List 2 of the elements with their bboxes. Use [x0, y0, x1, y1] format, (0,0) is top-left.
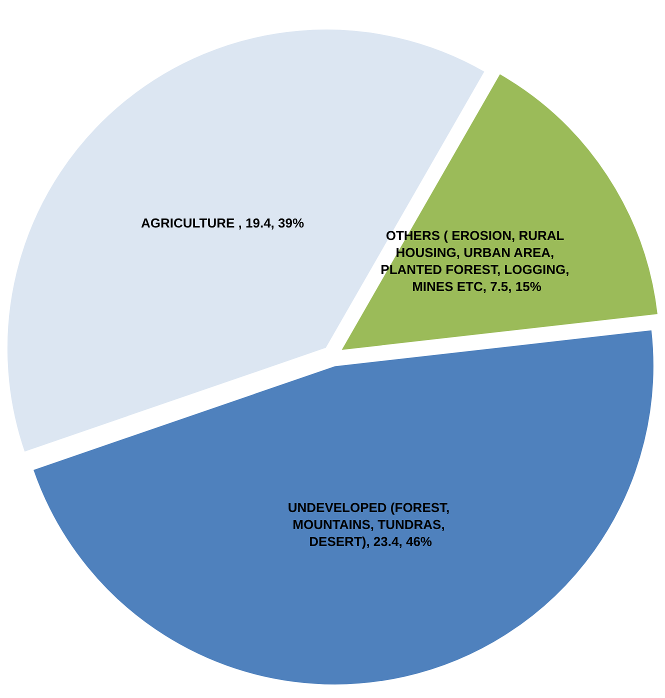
slice-label: UNDEVELOPED (FOREST, MOUNTAINS, TUNDRAS, DESERT), 23.4, 46%	[288, 500, 454, 549]
slice-label: AGRICULTURE , 19.4, 39%	[141, 215, 304, 230]
